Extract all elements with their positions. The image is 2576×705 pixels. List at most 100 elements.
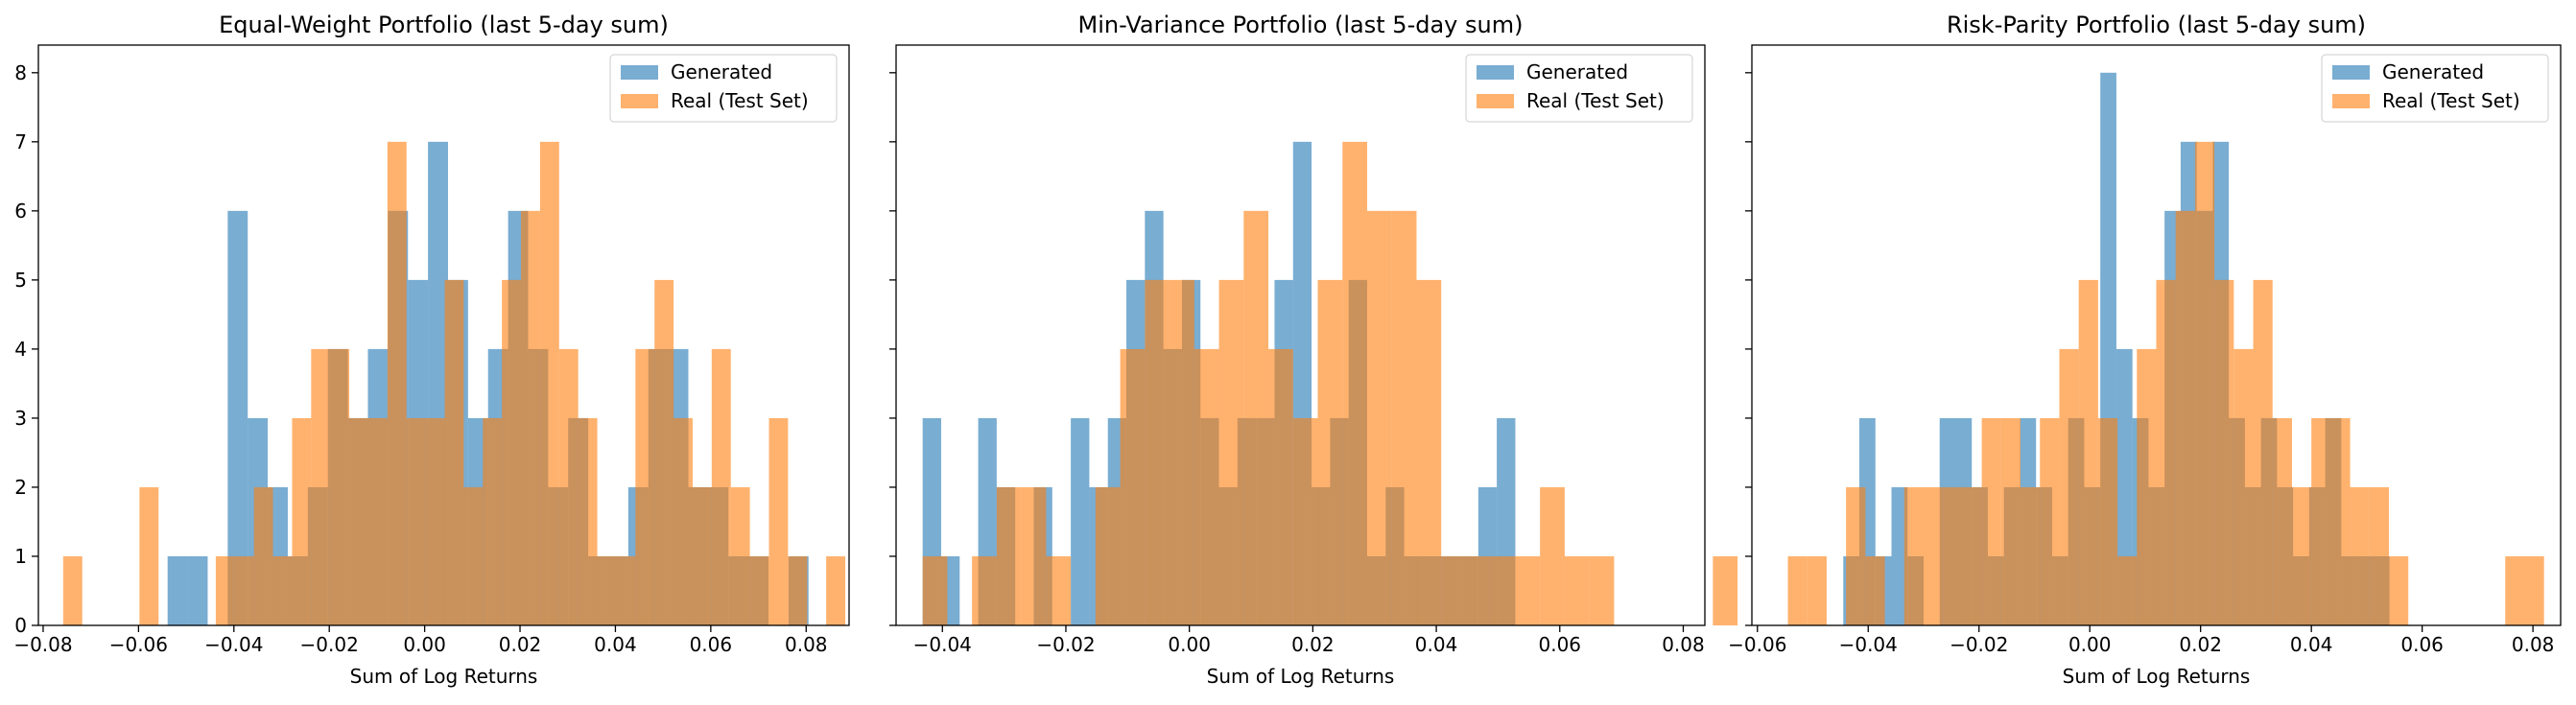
histogram-bar-real [1564,555,1590,625]
histogram-bar-real [444,279,464,625]
x-tick-label: 0.02 [2179,633,2222,656]
histogram-bar-real [1193,348,1219,625]
histogram-bar-real [558,348,579,625]
legend-swatch-generated [2332,65,2370,80]
x-tick-label: 0.04 [594,633,637,656]
histogram-bar-real [730,486,750,625]
histogram-bar-real [1589,555,1615,625]
x-tick-label: 0.02 [499,633,542,656]
legend-box [1465,54,1693,123]
histogram-bar-real [578,417,598,625]
subplot-2: −0.04 −0.02 0.00 0.02 0.04 0.06 0.08 Min-Varian… [889,12,1738,688]
axes-frame [1751,44,2562,626]
legend-label-generated: Generated [1526,60,1628,83]
legend-swatch-generated [1477,65,1514,80]
y-tick-label: 0 [14,614,27,637]
histogram-bar-real [2330,417,2351,625]
legend-swatch-real [2332,94,2370,108]
histogram-bar-real [2117,555,2138,625]
histogram-bar-real [1923,486,1944,625]
histogram-bar-real [1170,279,1194,625]
histogram-bar-real [2194,141,2215,626]
histogram-bar-real [1441,555,1466,625]
histogram-bar-real [2175,210,2195,625]
legend: Generated Real (Test Set) [2321,54,2549,123]
legend-label-real: Real (Test Set) [1526,89,1665,112]
histogram-bar-real [635,348,655,625]
histogram-bar-real [1490,555,1516,625]
x-tick-label: 0.00 [2068,633,2112,656]
legend-label-real: Real (Test Set) [671,89,809,112]
histogram-bar-real [483,417,503,625]
histogram-bar-real [711,348,731,625]
histogram-bar-generated [227,210,248,625]
y-tick-label: 8 [14,61,27,84]
histogram-bar-real [2524,555,2544,625]
histogram-bar-real [521,210,540,625]
histogram-bar-real [1268,348,1293,625]
series-real [922,141,1738,626]
histogram-bar-real [2233,348,2254,625]
histogram-bar-real [2059,348,2079,625]
histogram-bar-real [2311,417,2331,625]
histogram-bar-generated [1071,417,1090,625]
histogram-bar-real [234,555,254,625]
histogram-bar-real [1807,555,1827,625]
histogram-bar-real [139,486,159,625]
histogram-bar-real [2137,348,2157,625]
histogram-bar-real [616,555,636,625]
histogram-bar-real [692,486,712,625]
x-tick-label: −0.02 [1036,633,1095,656]
histogram-bar-real [272,555,293,625]
legend-box [2321,54,2549,123]
histogram-bar-real [1465,555,1491,625]
histogram-bar-real [1095,486,1121,625]
histogram-bar-real [215,555,235,625]
histogram-bar-real [425,417,445,625]
histogram-bar-real [1046,555,1072,625]
x-tick-label: −0.04 [204,633,263,656]
legend-label-generated: Generated [2382,60,2484,83]
y-tick-label: 6 [14,200,27,223]
chart-title: Min-Variance Portfolio (last 5-day sum) [1078,12,1524,38]
histogram-bar-real [1145,279,1170,625]
histogram-bar-real [2369,486,2390,625]
histogram-bar-real [2097,417,2118,625]
x-tick-label: 0.06 [1539,633,1582,656]
x-tick-label: −0.06 [109,633,168,656]
histogram-bar-real [502,279,522,625]
histogram-bar-real [253,486,273,625]
x-tick-label: −0.02 [1950,633,2008,656]
histogram-bar-generated [167,555,188,625]
histogram-bar-real [1787,555,1808,625]
histogram-bar-real [654,279,674,625]
histogram-bar-real [826,555,846,625]
histogram-bar-real [2272,417,2292,625]
chart-title: Equal-Weight Portfolio (last 5-day sum) [219,12,669,38]
x-tick-label: 0.06 [690,633,733,656]
legend-box [609,54,838,123]
y-tick-label: 2 [14,476,27,499]
axes-frame [895,44,1706,626]
x-axis-label: Sum of Log Returns [2063,665,2251,688]
legend-swatch-real [621,94,658,108]
x-tick-label: 0.00 [403,633,446,656]
y-tick-label: 5 [14,269,27,292]
histogram-bar-real [330,348,350,625]
histogram-bar-real [749,555,769,625]
histogram-bar-real [367,417,388,625]
x-tick-label: 0.02 [1291,633,1335,656]
histogram-bar-generated [187,555,208,625]
x-axis-label: Sum of Log Returns [350,665,538,688]
y-tick-label: 4 [14,338,27,361]
x-axis-label: Sum of Log Returns [1207,665,1395,688]
x-tick-label: −0.02 [300,633,359,656]
histogram-bar-real [1515,555,1541,625]
histogram-bar-real [2156,279,2176,625]
histogram-bar-real [768,417,789,625]
x-tick-label: 0.00 [1168,633,1211,656]
histogram-bar-real [1218,279,1244,625]
histogram-bar-real [1317,279,1343,625]
x-tick-label: 0.04 [1415,633,1458,656]
histogram-bar-real [2040,417,2060,625]
